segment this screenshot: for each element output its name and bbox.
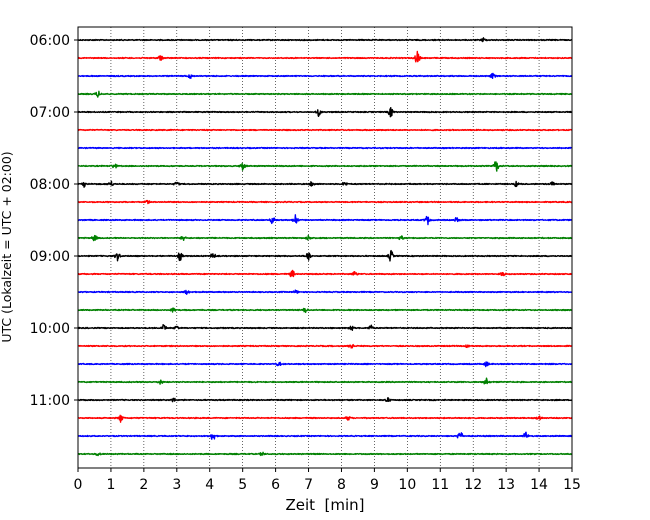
- trace-0800: [77, 180, 573, 188]
- trace-0745: [77, 161, 573, 172]
- x-tick-label: 9: [370, 477, 379, 493]
- trace-0815: [77, 199, 573, 205]
- trace-layer: [77, 37, 573, 457]
- trace-0630: [77, 72, 573, 79]
- trace-0915: [77, 269, 573, 278]
- y-tick-label: 10:00: [30, 321, 70, 337]
- trace-0615: [77, 50, 573, 63]
- trace-1000: [77, 324, 573, 331]
- trace-1145: [77, 451, 573, 457]
- y-tick-label: 11:00: [30, 393, 70, 409]
- trace-0700: [77, 106, 573, 118]
- plot-frame: [77, 26, 573, 469]
- trace-0945: [77, 307, 573, 314]
- x-tick-label: 6: [271, 477, 280, 493]
- trace-1045: [77, 377, 573, 385]
- trace-1130: [77, 431, 573, 440]
- y-axis-label: UTC (Lokalzeit = UTC + 02:00): [0, 151, 14, 342]
- trace-0645: [77, 90, 573, 98]
- y-tick-label: 08:00: [30, 177, 70, 193]
- trace-1115: [77, 414, 573, 423]
- y-tick-label: 07:00: [30, 105, 70, 121]
- trace-0600: [77, 37, 573, 43]
- trace-0715: [77, 128, 573, 132]
- y-tick-label: 09:00: [30, 249, 70, 265]
- trace-0845: [77, 234, 573, 242]
- x-tick-label: 5: [238, 477, 247, 493]
- x-tick-label: 12: [464, 477, 482, 493]
- x-tick-label: 11: [431, 477, 449, 493]
- trace-0730: [77, 146, 573, 150]
- x-axis: 0 1 2 3 4 5 6 7 8 9 10 11 12 13 14 15: [74, 468, 581, 493]
- x-tick-label: 3: [172, 477, 181, 493]
- y-tick-label: 06:00: [30, 33, 70, 49]
- x-tick-label: 14: [530, 477, 548, 493]
- x-tick-label: 8: [337, 477, 346, 493]
- x-tick-label: 15: [563, 477, 581, 493]
- x-tick-label: 4: [205, 477, 214, 493]
- x-axis-label: Zeit [min]: [285, 496, 364, 514]
- x-tick-label: 13: [497, 477, 515, 493]
- x-tick-label: 0: [74, 477, 83, 493]
- x-tick-label: 2: [139, 477, 148, 493]
- x-tick-label: 1: [106, 477, 115, 493]
- trace-0900: [77, 249, 573, 262]
- trace-1030: [77, 361, 573, 368]
- trace-1015: [77, 343, 573, 349]
- trace-1100: [77, 397, 573, 403]
- trace-0830: [77, 214, 573, 226]
- x-tick-label: 10: [398, 477, 416, 493]
- x-tick-label: 7: [304, 477, 313, 493]
- y-axis: 06:00 07:00 08:00 09:00 10:00 11:00: [30, 33, 78, 409]
- trace-0930: [77, 289, 573, 295]
